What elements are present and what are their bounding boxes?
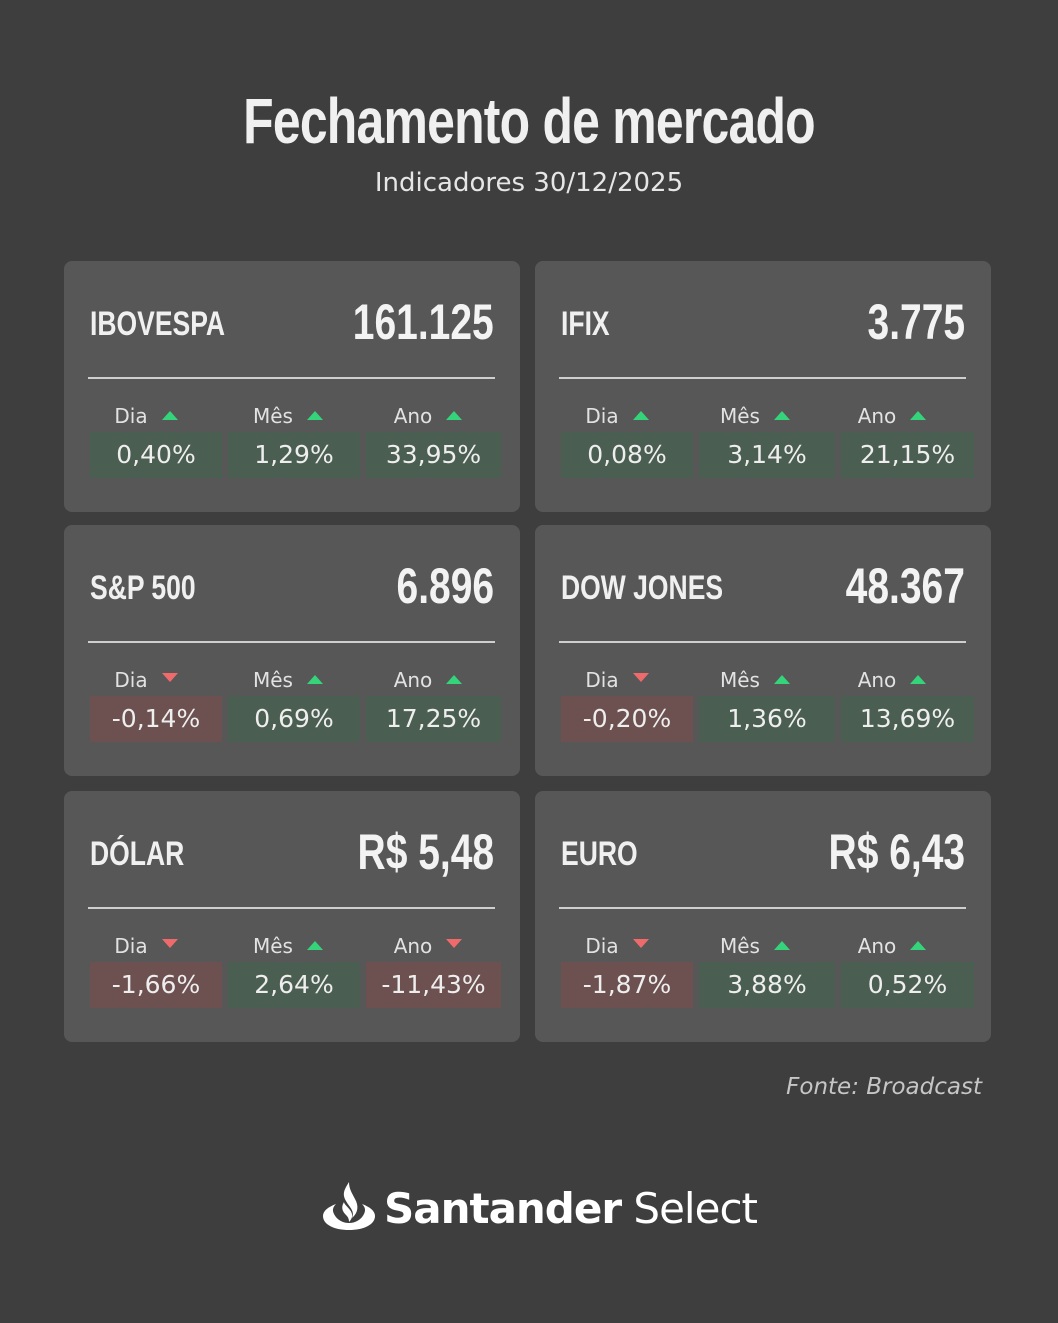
change-cell-dia: -0,20%: [561, 696, 693, 742]
indicator-card-ibovespa: IBOVESPA 161.125 Dia Mês Ano 0,40% 1,29%…: [64, 261, 520, 512]
period-label-ano: Ano: [362, 668, 494, 692]
period-label-mes: Mês: [689, 404, 821, 428]
change-cell-dia: -1,66%: [90, 962, 222, 1008]
period-label-mes: Mês: [689, 668, 821, 692]
change-cell-ano: 13,69%: [841, 696, 974, 742]
arrow-up-icon: [910, 941, 927, 950]
change-cell-dia: -1,87%: [561, 962, 693, 1008]
indicator-value: 161.125: [353, 294, 494, 350]
indicator-name: IBOVESPA: [90, 305, 226, 343]
period-label-mes: Mês: [222, 404, 354, 428]
arrow-up-icon: [773, 675, 790, 684]
indicator-card-euro: EURO R$ 6,43 Dia Mês Ano -1,87% 3,88% 0,…: [535, 791, 991, 1042]
arrow-up-icon: [306, 941, 323, 950]
indicator-name: IFIX: [561, 305, 610, 343]
arrow-down-icon: [446, 939, 463, 948]
period-label-mes: Mês: [222, 934, 354, 958]
period-label-dia: Dia: [551, 668, 683, 692]
indicator-card-ifix: IFIX 3.775 Dia Mês Ano 0,08% 3,14% 21,15…: [535, 261, 991, 512]
arrow-up-icon: [910, 675, 927, 684]
indicator-value: R$ 5,48: [357, 824, 494, 880]
arrow-down-icon: [161, 673, 178, 682]
period-label-mes: Mês: [689, 934, 821, 958]
change-cell-dia: 0,08%: [561, 432, 693, 478]
indicator-card-dolar: DÓLAR R$ 5,48 Dia Mês Ano -1,66% 2,64% -…: [64, 791, 520, 1042]
change-cell-mes: 1,36%: [699, 696, 835, 742]
indicator-value: 6.896: [396, 558, 494, 614]
arrow-up-icon: [910, 411, 927, 420]
period-label-dia: Dia: [80, 668, 212, 692]
arrow-up-icon: [773, 411, 790, 420]
page-title: Fechamento de mercado: [243, 85, 816, 157]
indicator-card-dow-jones: DOW JONES 48.367 Dia Mês Ano -0,20% 1,36…: [535, 525, 991, 776]
period-label-mes: Mês: [222, 668, 354, 692]
period-label-ano: Ano: [826, 404, 958, 428]
arrow-up-icon: [773, 941, 790, 950]
change-cell-ano: 17,25%: [366, 696, 501, 742]
indicator-value: 48.367: [845, 558, 965, 614]
santander-flame-icon: [323, 1182, 375, 1230]
arrow-down-icon: [632, 939, 649, 948]
arrow-up-icon: [306, 411, 323, 420]
change-cell-mes: 0,69%: [228, 696, 360, 742]
period-label-ano: Ano: [826, 668, 958, 692]
period-label-dia: Dia: [551, 934, 683, 958]
period-label-dia: Dia: [80, 404, 212, 428]
indicator-card-sp500: S&P 500 6.896 Dia Mês Ano -0,14% 0,69% 1…: [64, 525, 520, 776]
arrow-up-icon: [446, 411, 463, 420]
divider: [88, 641, 495, 643]
change-cell-ano: 0,52%: [841, 962, 974, 1008]
period-label-dia: Dia: [551, 404, 683, 428]
arrow-down-icon: [161, 939, 178, 948]
period-label-ano: Ano: [362, 934, 494, 958]
divider: [88, 907, 495, 909]
arrow-up-icon: [446, 675, 463, 684]
change-cell-mes: 3,88%: [699, 962, 835, 1008]
divider: [88, 377, 495, 379]
period-label-ano: Ano: [826, 934, 958, 958]
period-label-dia: Dia: [80, 934, 212, 958]
divider: [559, 377, 966, 379]
data-source: Fonte: Broadcast: [786, 1074, 982, 1100]
brand-logo: Santander Select: [322, 1178, 758, 1238]
arrow-up-icon: [632, 411, 649, 420]
change-cell-ano: 33,95%: [366, 432, 501, 478]
change-cell-mes: 1,29%: [228, 432, 360, 478]
brand-name: Santander Select: [384, 1184, 758, 1233]
change-cell-dia: -0,14%: [90, 696, 222, 742]
divider: [559, 907, 966, 909]
indicator-value: 3.775: [867, 294, 965, 350]
indicator-value: R$ 6,43: [828, 824, 965, 880]
change-cell-dia: 0,40%: [90, 432, 222, 478]
change-cell-mes: 3,14%: [699, 432, 835, 478]
indicator-name: DOW JONES: [561, 569, 724, 607]
indicator-name: S&P 500: [90, 569, 196, 607]
change-cell-mes: 2,64%: [228, 962, 360, 1008]
arrow-up-icon: [161, 411, 178, 420]
arrow-down-icon: [632, 673, 649, 682]
change-cell-ano: 21,15%: [841, 432, 974, 478]
indicator-name: EURO: [561, 835, 638, 873]
page-subtitle: Indicadores 30/12/2025: [374, 168, 684, 198]
change-cell-ano: -11,43%: [366, 962, 501, 1008]
indicator-name: DÓLAR: [90, 835, 185, 873]
divider: [559, 641, 966, 643]
arrow-up-icon: [306, 675, 323, 684]
period-label-ano: Ano: [362, 404, 494, 428]
